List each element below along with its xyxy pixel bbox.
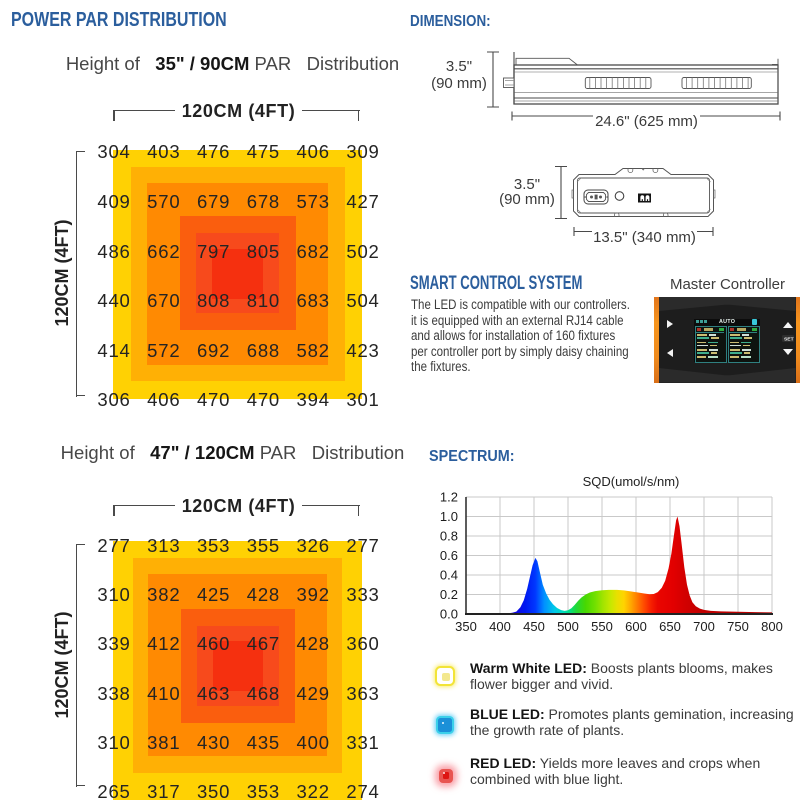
svg-text:400: 400	[489, 619, 511, 634]
svg-text:550: 550	[591, 619, 613, 634]
svg-text:750: 750	[727, 619, 749, 634]
svg-text:SQD(umol/s/nm): SQD(umol/s/nm)	[583, 474, 680, 489]
svg-text:0.6: 0.6	[440, 548, 458, 563]
svg-text:600: 600	[625, 619, 647, 634]
svg-text:650: 650	[659, 619, 681, 634]
svg-text:350: 350	[455, 619, 477, 634]
svg-text:0.0: 0.0	[440, 607, 458, 622]
svg-text:800: 800	[761, 619, 783, 634]
svg-text:0.2: 0.2	[440, 587, 458, 602]
svg-text:1.2: 1.2	[440, 490, 458, 505]
svg-text:0.8: 0.8	[440, 529, 458, 544]
svg-text:450: 450	[523, 619, 545, 634]
svg-text:1.0: 1.0	[440, 509, 458, 524]
svg-text:700: 700	[693, 619, 715, 634]
svg-text:0.4: 0.4	[440, 568, 458, 583]
svg-text:500: 500	[557, 619, 579, 634]
